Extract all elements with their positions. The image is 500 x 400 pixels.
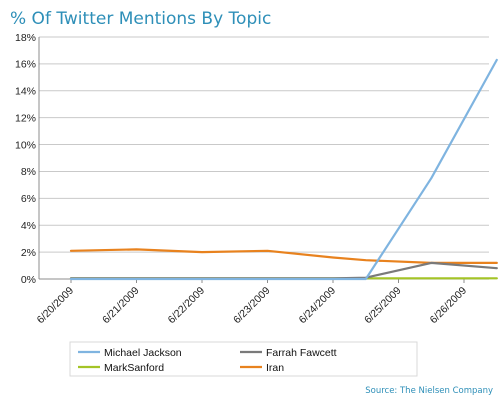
y-tick-label: 2% — [21, 247, 36, 259]
legend: Michael Jackson Farrah Fawcett MarkSanford… — [69, 341, 418, 377]
y-tick-label: 0% — [21, 274, 36, 286]
y-tick-label: 16% — [15, 59, 36, 71]
legend-label: Michael Jackson — [104, 347, 182, 359]
series-line-iran — [69, 248, 498, 264]
series-line-farrah-fawcett — [69, 261, 498, 280]
x-tick-label: 6/26/2009 — [428, 285, 470, 327]
series-lines — [69, 58, 498, 281]
x-tick-label: 6/23/2009 — [231, 285, 273, 327]
axes — [38, 37, 489, 280]
legend-box — [69, 341, 418, 377]
legend-label: MarkSanford — [104, 362, 164, 374]
legend-label: Farrah Fawcett — [266, 347, 337, 359]
series-line-michael-jackson — [69, 58, 498, 281]
y-tick-label: 12% — [15, 112, 36, 124]
legend-label: Iran — [266, 362, 284, 374]
source-label: Source: The Nielsen Company — [365, 386, 493, 396]
y-axis-tick-labels: 0% 2% 4% 6% 8% 10% 12% 14% 16% 18% — [15, 32, 36, 286]
x-tick-label: 6/22/2009 — [166, 285, 208, 327]
y-tick-label: 14% — [15, 86, 36, 98]
y-tick-label: 8% — [21, 166, 36, 178]
y-tick-label: 18% — [15, 32, 36, 44]
grid-lines — [39, 36, 489, 253]
y-tick-label: 6% — [21, 193, 36, 205]
chart-title: % Of Twitter Mentions By Topic — [10, 9, 271, 29]
y-tick-label: 4% — [21, 220, 36, 232]
x-tick-label: 6/20/2009 — [35, 285, 77, 327]
x-axis-tick-labels: 6/20/2009 6/21/2009 6/22/2009 6/23/2009 6/24… — [35, 279, 470, 327]
y-tick-label: 10% — [15, 139, 36, 151]
x-tick-label: 6/21/2009 — [100, 285, 142, 327]
x-tick-label: 6/25/2009 — [362, 285, 404, 327]
x-tick-label: 6/24/2009 — [297, 285, 339, 327]
